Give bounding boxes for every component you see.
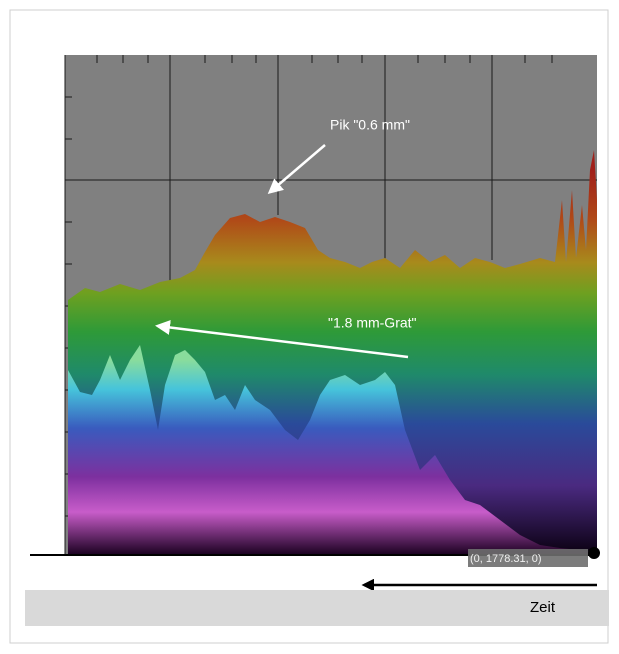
peak-annotation: Pik "0.6 mm"	[330, 117, 410, 133]
ridge-annotation: "1.8 mm-Grat"	[328, 315, 417, 331]
surface-lower	[68, 345, 597, 555]
time-bar	[25, 590, 609, 626]
coordinate-box	[468, 549, 588, 567]
coordinate-label: (0, 1778.31, 0)	[470, 553, 542, 565]
ridge-arrow	[155, 320, 409, 359]
origin-dot	[588, 547, 600, 559]
peak-arrow	[267, 144, 326, 194]
time-label: Zeit	[530, 599, 556, 616]
